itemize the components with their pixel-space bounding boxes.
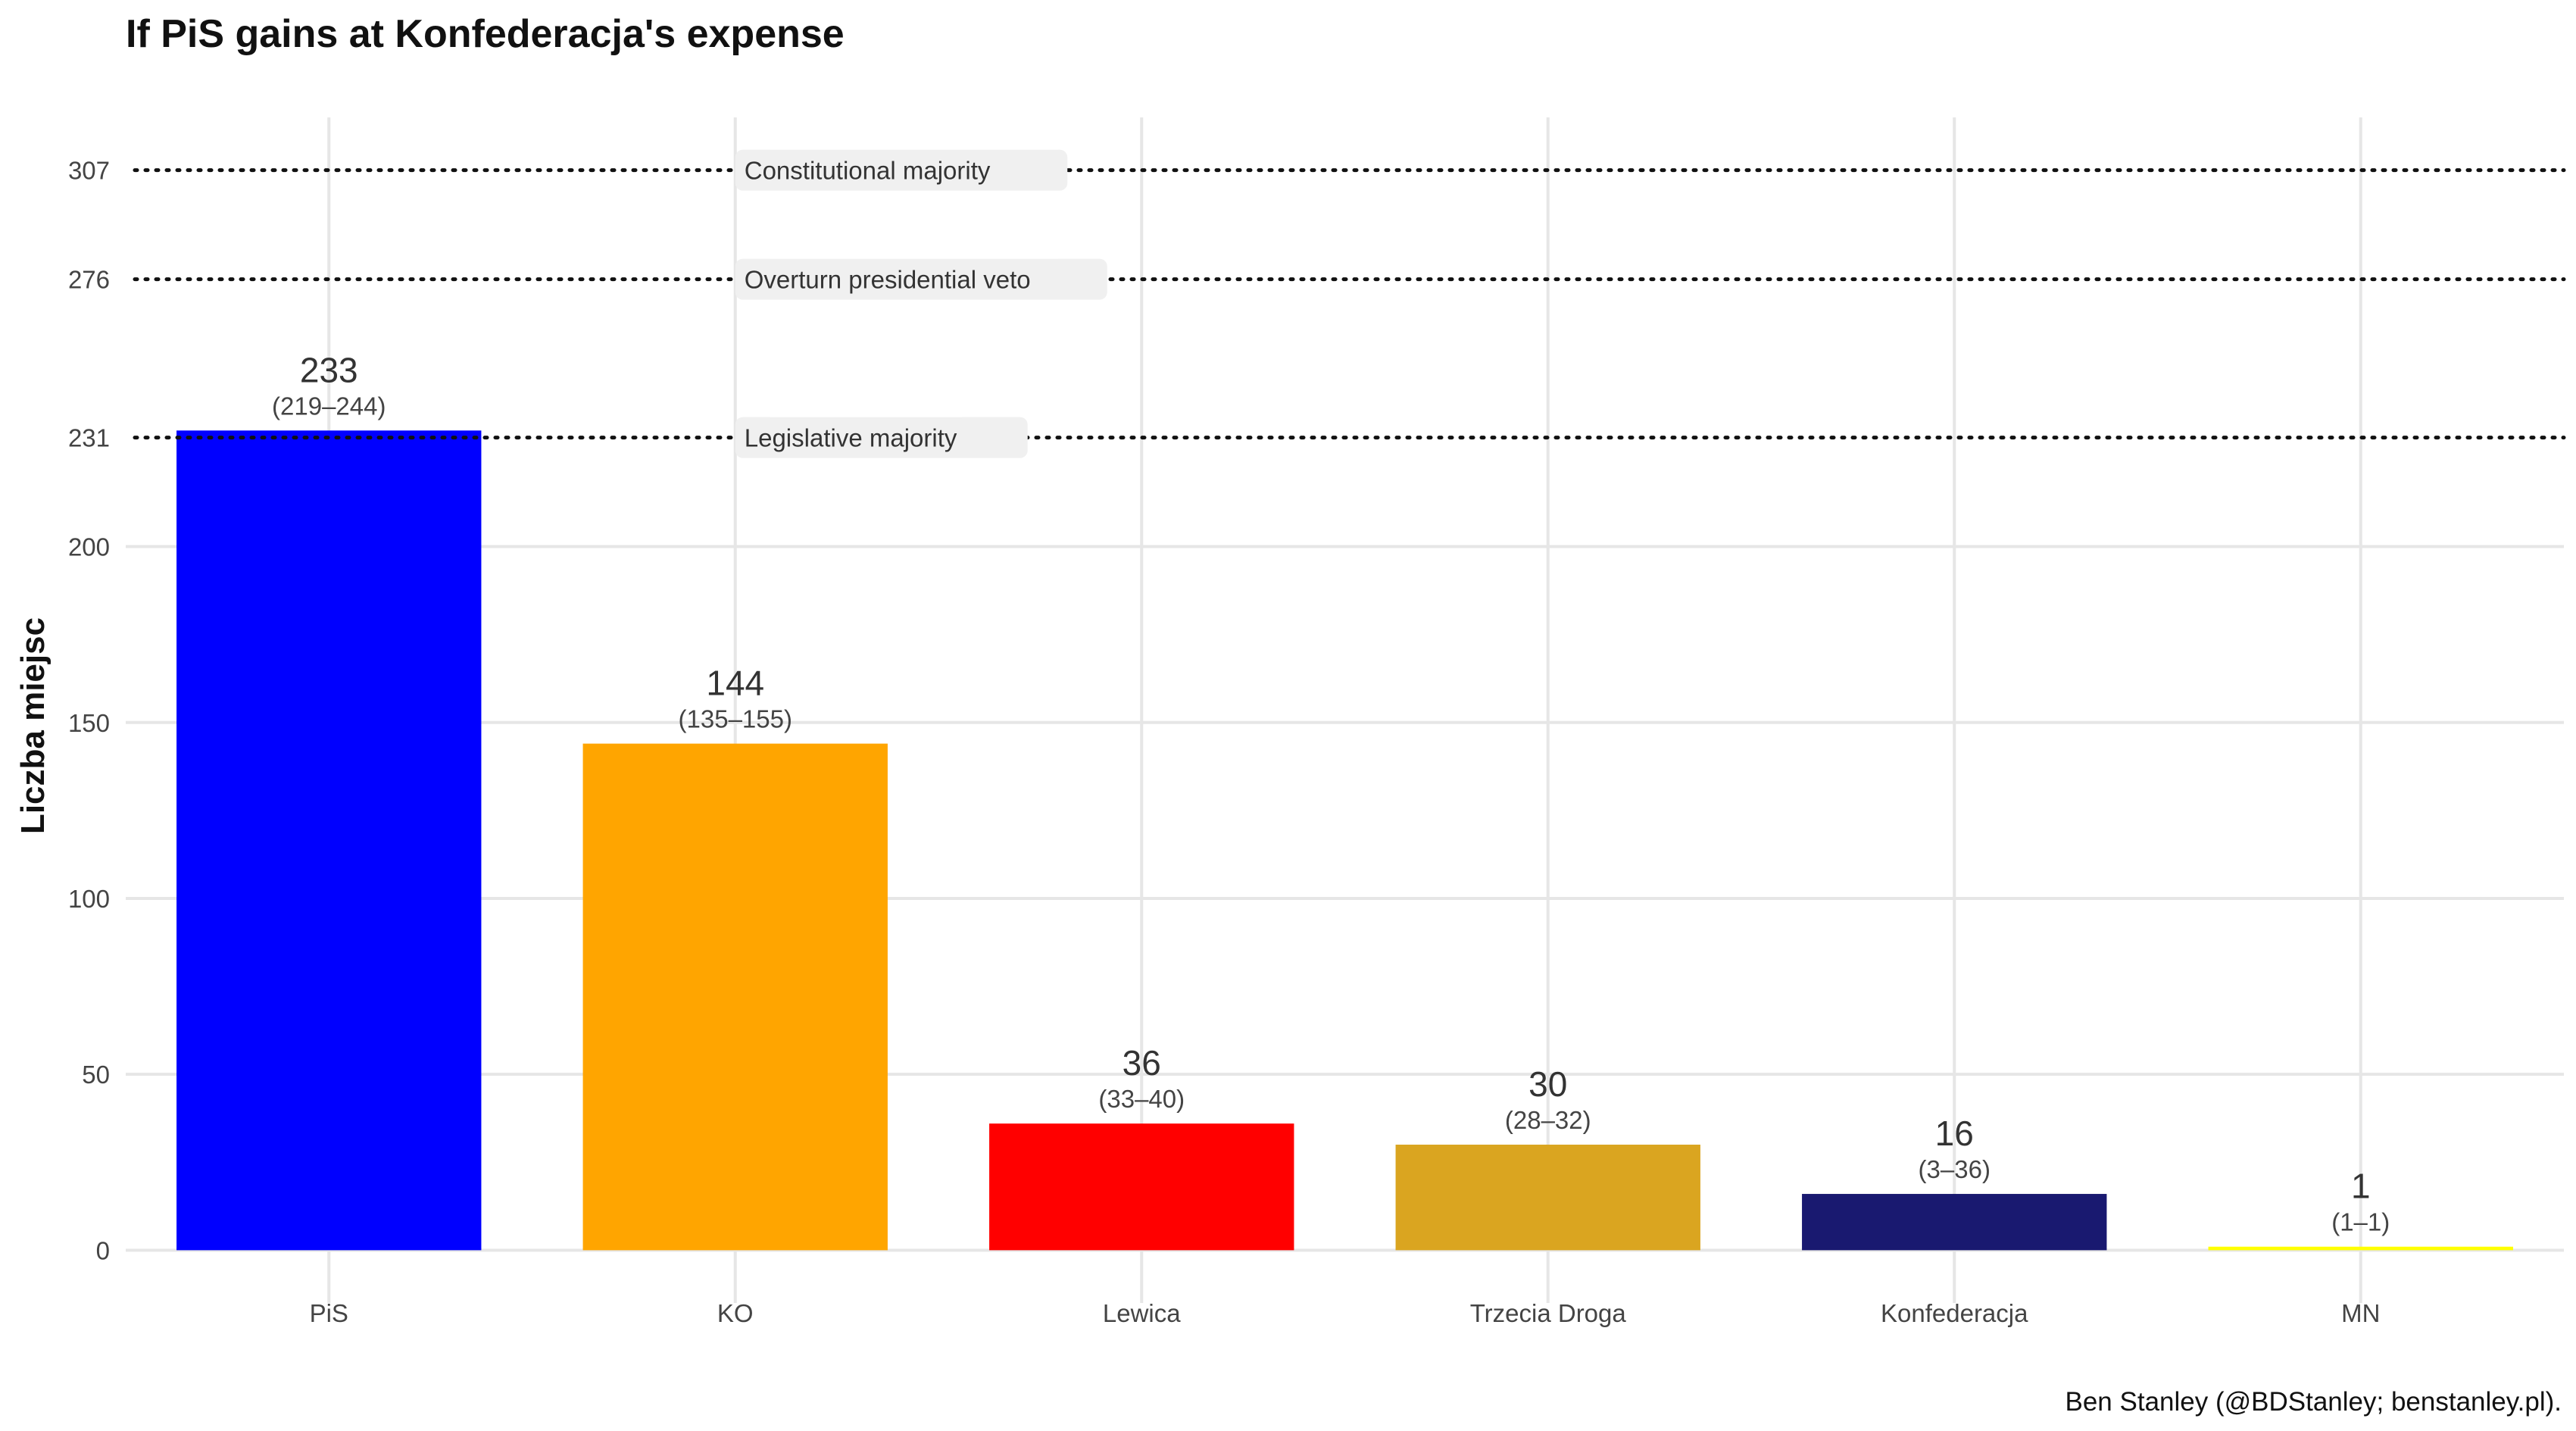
bar-interval-label: (3–36) — [1919, 1155, 1991, 1183]
bar-value-label: 36 — [1123, 1043, 1161, 1083]
reference-line-label: Constitutional majority — [745, 157, 991, 185]
y-tick-label: 50 — [82, 1061, 110, 1089]
y-tick-label: 200 — [68, 533, 110, 561]
bar-value-label: 30 — [1528, 1064, 1567, 1104]
bar-lewica — [989, 1123, 1294, 1251]
bar-ko — [582, 743, 888, 1251]
reference-label-box — [735, 417, 1028, 458]
bar-value-label: 233 — [300, 350, 358, 389]
y-tick-label: 0 — [96, 1236, 110, 1264]
x-tick-label: Lewica — [1103, 1299, 1181, 1327]
reference-line-label: Legislative majority — [745, 424, 957, 452]
bar-interval-label: (135–155) — [679, 705, 792, 733]
bars — [176, 430, 2513, 1251]
bar-konfederacja — [1802, 1194, 2107, 1251]
bar-interval-label: (28–32) — [1505, 1106, 1591, 1134]
x-tick-label: Trzecia Droga — [1470, 1299, 1627, 1327]
y-axis-label: Liczba miejsc — [14, 617, 52, 834]
y-axis-ticks: 0 50 100 150 200 231 276 307 — [68, 157, 110, 1265]
x-tick-label: PiS — [310, 1299, 348, 1327]
reference-line-label: Overturn presidential veto — [745, 266, 1031, 294]
y-tick-label: 307 — [68, 157, 110, 185]
reference-label-box — [735, 149, 1068, 191]
chart-title: If PiS gains at Konfederacja's expense — [126, 12, 845, 56]
reference-lines: Constitutional majority Overturn presiden… — [133, 149, 2566, 458]
bar-trzecia-droga — [1395, 1145, 1700, 1251]
x-tick-label: MN — [2341, 1299, 2380, 1327]
bar-labels: 233 (219–244) 144(135–155) 36(33–40) 30(28–3… — [272, 350, 2390, 1236]
x-tick-label: KO — [717, 1299, 754, 1327]
bar-mn — [2208, 1246, 2513, 1251]
x-axis-ticks: PiS KO Lewica Trzecia Droga Konfederacja MN — [310, 1299, 2381, 1327]
chart-caption: Ben Stanley (@BDStanley; benstanley.pl). — [2065, 1387, 2562, 1417]
bar-value-label: 144 — [706, 664, 764, 703]
y-tick-label: 276 — [68, 266, 110, 294]
bar-interval-label: (219–244) — [272, 392, 386, 420]
bar-value-label: 1 — [2351, 1167, 2371, 1206]
bar-pis — [176, 430, 482, 1251]
y-tick-label: 231 — [68, 424, 110, 452]
bar-interval-label: (1–1) — [2331, 1208, 2390, 1236]
y-tick-label: 100 — [68, 885, 110, 913]
horizontal-gridlines — [126, 545, 2564, 1252]
y-tick-label: 150 — [68, 709, 110, 737]
bar-interval-label: (33–40) — [1098, 1085, 1185, 1113]
x-tick-label: Konfederacja — [1881, 1299, 2028, 1327]
reference-label-box — [735, 258, 1107, 300]
bar-value-label: 16 — [1935, 1114, 1974, 1153]
